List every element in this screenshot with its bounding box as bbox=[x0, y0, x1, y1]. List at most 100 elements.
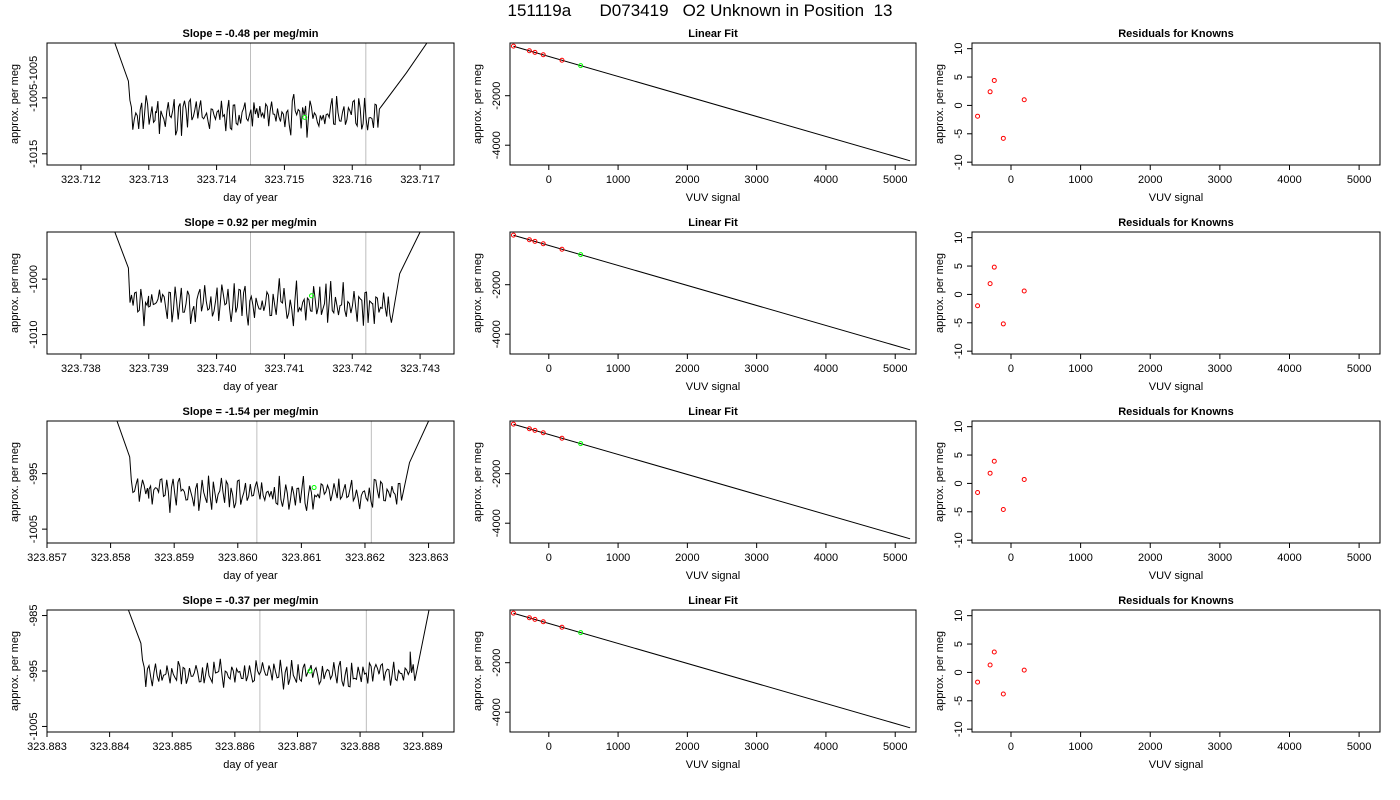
residual-point bbox=[1000, 321, 1006, 327]
chart-panel-fit3: Linear Fit VUV signal approx. per meg 0 1000… bbox=[472, 406, 917, 582]
plot-frame bbox=[509, 231, 917, 355]
y-axis-label: approx. per meg bbox=[934, 442, 946, 522]
x-tick-label: 1000 bbox=[1068, 174, 1092, 186]
x-tick-label: 5000 bbox=[1347, 174, 1371, 186]
y-tick-label: -2000 bbox=[491, 460, 503, 488]
unknown-point bbox=[578, 252, 584, 258]
residual-point bbox=[1021, 476, 1027, 482]
x-axis-label: day of year bbox=[223, 759, 278, 771]
y-tick-label: -1005 bbox=[28, 712, 40, 740]
y-axis-label: approx. per meg bbox=[9, 253, 21, 333]
y-tick-label: -995 bbox=[28, 660, 40, 682]
panel-title: Linear Fit bbox=[688, 28, 738, 40]
x-tick-label: 4000 bbox=[814, 174, 838, 186]
y-tick-label: -10 bbox=[953, 154, 965, 170]
x-tick-label: 0 bbox=[546, 363, 552, 375]
known-point bbox=[510, 232, 516, 238]
plot-frame bbox=[509, 609, 917, 733]
y-tick-label: -1000 bbox=[28, 265, 40, 293]
chart-panel-ts3: Slope = -1.54 per meg/min day of year appr… bbox=[9, 406, 455, 582]
x-tick-label: 323.857 bbox=[27, 552, 67, 564]
plot-frame bbox=[509, 42, 917, 166]
residual-point bbox=[987, 662, 993, 668]
panel-title: Slope = -0.48 per meg/min bbox=[182, 28, 318, 40]
y-tick-label: -4000 bbox=[491, 320, 503, 348]
x-tick-label: 1000 bbox=[606, 741, 630, 753]
y-tick-label: -10 bbox=[953, 721, 965, 737]
plot-area bbox=[510, 421, 911, 540]
x-tick-label: 2000 bbox=[675, 363, 699, 375]
fit-line bbox=[513, 45, 911, 162]
x-tick-label: 1000 bbox=[1068, 552, 1092, 564]
y-tick-label: -2000 bbox=[491, 271, 503, 299]
x-tick-label: 0 bbox=[546, 552, 552, 564]
y-tick-label: -1005 bbox=[28, 84, 40, 112]
y-tick-label: 10 bbox=[953, 610, 965, 622]
y-tick-label: 10 bbox=[953, 421, 965, 433]
known-point bbox=[559, 57, 565, 63]
known-point bbox=[540, 52, 546, 58]
residual-point bbox=[991, 77, 997, 83]
x-tick-label: 323.889 bbox=[403, 741, 443, 753]
panel-title: Linear Fit bbox=[688, 406, 738, 418]
x-tick-label: 1000 bbox=[606, 174, 630, 186]
panel-title: Residuals for Knowns bbox=[1118, 217, 1234, 229]
y-tick-label: -5 bbox=[953, 696, 965, 706]
fit-line bbox=[513, 234, 911, 351]
y-tick-label: 5 bbox=[953, 263, 965, 269]
plot-frame bbox=[46, 420, 455, 544]
plot-frame bbox=[509, 420, 917, 544]
y-axis-label: approx. per meg bbox=[9, 442, 21, 522]
y-axis-label: approx. per meg bbox=[472, 442, 484, 522]
x-tick-label: 3000 bbox=[744, 741, 768, 753]
residual-point bbox=[987, 281, 993, 287]
y-tick-label: -985 bbox=[28, 605, 40, 627]
y-tick-label: 5 bbox=[953, 74, 965, 80]
plot-frame bbox=[971, 420, 1381, 544]
x-tick-label: 1000 bbox=[606, 363, 630, 375]
y-tick-label: -4000 bbox=[491, 131, 503, 159]
known-point bbox=[559, 435, 565, 441]
fit-line bbox=[513, 423, 911, 540]
residual-point bbox=[1021, 97, 1027, 103]
known-point bbox=[510, 610, 516, 616]
y-axis-label: approx. per meg bbox=[472, 631, 484, 711]
known-point bbox=[540, 430, 546, 436]
x-tick-label: 323.886 bbox=[215, 741, 255, 753]
residual-point bbox=[987, 470, 993, 476]
x-tick-label: 323.887 bbox=[278, 741, 318, 753]
plot-frame bbox=[971, 609, 1381, 733]
x-tick-label: 2000 bbox=[675, 552, 699, 564]
x-tick-label: 0 bbox=[546, 741, 552, 753]
residual-point bbox=[1000, 691, 1006, 697]
x-axis-label: VUV signal bbox=[686, 759, 740, 771]
unknown-point bbox=[578, 63, 584, 69]
y-tick-label: -5 bbox=[953, 318, 965, 328]
x-tick-label: 0 bbox=[1008, 174, 1014, 186]
x-tick-label: 2000 bbox=[675, 741, 699, 753]
fit-line bbox=[513, 612, 911, 729]
plot-area bbox=[114, 43, 428, 165]
x-tick-label: 323.858 bbox=[91, 552, 131, 564]
panel-title: Linear Fit bbox=[688, 595, 738, 607]
residual-point bbox=[1021, 288, 1027, 294]
residual-point bbox=[975, 303, 981, 309]
x-tick-label: 2000 bbox=[1138, 363, 1162, 375]
time-series-line bbox=[116, 421, 430, 513]
x-tick-label: 4000 bbox=[814, 741, 838, 753]
time-series-line bbox=[127, 610, 430, 690]
known-point bbox=[526, 426, 532, 432]
x-tick-label: 0 bbox=[1008, 741, 1014, 753]
y-tick-label: -1005 bbox=[28, 56, 40, 84]
x-tick-label: 323.863 bbox=[409, 552, 449, 564]
x-axis-label: day of year bbox=[223, 570, 278, 582]
y-tick-label: -2000 bbox=[491, 649, 503, 677]
known-point bbox=[526, 237, 532, 243]
y-tick-label: -5 bbox=[953, 129, 965, 139]
x-tick-label: 3000 bbox=[744, 552, 768, 564]
y-axis-label: approx. per meg bbox=[9, 631, 21, 711]
x-tick-label: 323.883 bbox=[27, 741, 67, 753]
y-tick-label: 5 bbox=[953, 452, 965, 458]
known-point bbox=[532, 616, 538, 622]
